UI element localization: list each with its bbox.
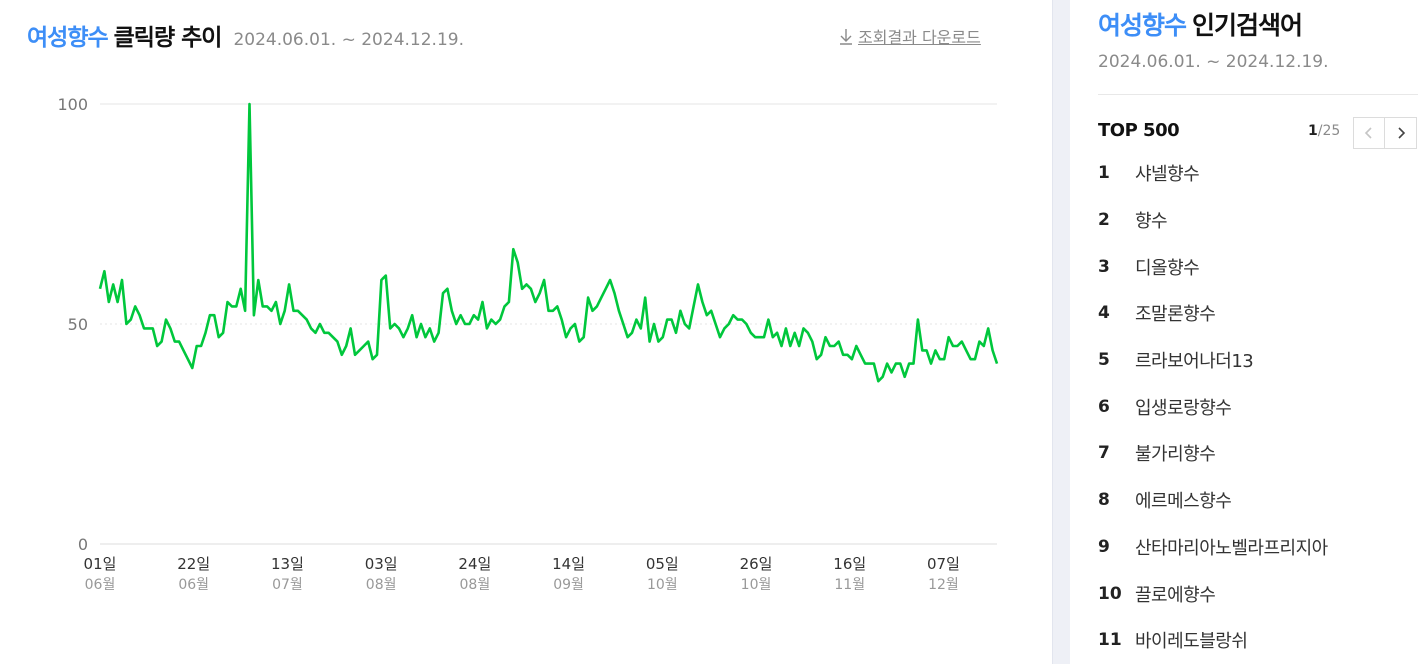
page-indicator: 1/25 [1308,123,1340,139]
chevron-right-icon [1397,127,1405,139]
ranking-item[interactable]: 2 향수 [1098,197,1328,244]
rank-keyword: 산타마리아노벨라프리지아 [1135,537,1328,559]
chart-title: 클릭량 추이 [113,25,223,51]
prev-page-button[interactable] [1353,117,1385,149]
ranking-item[interactable]: 7 불가리향수 [1098,430,1328,477]
x-tick-month: 06월 [178,577,209,593]
rank-number: 4 [1098,303,1110,324]
rank-keyword: 바이레도블랑쉬 [1135,631,1248,653]
ranking-item[interactable]: 3 디올향수 [1098,243,1328,290]
click-trend-line [98,102,999,383]
x-tick-day: 14일 [552,555,585,573]
x-tick-month: 09월 [553,577,584,593]
ranking-item[interactable]: 4 조말론향수 [1098,290,1328,337]
chart-panel: 여성향수 클릭량 추이 2024.06.01. ~ 2024.12.19. 조회… [27,18,999,593]
chevron-left-icon [1364,127,1372,139]
ranking-item[interactable]: 11 바이레도블랑쉬 [1098,617,1328,664]
rank-number: 6 [1098,396,1110,417]
y-tick-label: 100 [57,95,88,114]
x-tick-month: 10월 [741,577,772,593]
ranking-item[interactable]: 9 산타마리아노벨라프리지아 [1098,524,1328,571]
rank-keyword: 르라보어나더13 [1135,351,1254,373]
x-tick-month: 08월 [366,577,397,593]
rank-keyword: 끌로에향수 [1135,584,1216,606]
rank-number: 8 [1098,490,1110,511]
rank-keyword: 디올향수 [1135,257,1200,279]
side-keyword: 여성향수 [1098,11,1187,40]
side-header: 여성향수 인기검색어 2024.06.01. ~ 2024.12.19. [1098,6,1329,72]
rank-keyword: 에르메스향수 [1135,491,1232,513]
x-tick-month: 08월 [460,577,491,593]
top500-label: TOP 500 [1098,120,1180,141]
chart-period: 2024.06.01. ~ 2024.12.19. [233,30,464,50]
popular-keywords-panel: 여성향수 인기검색어 2024.06.01. ~ 2024.12.19. TOP… [1070,0,1427,664]
rank-keyword: 불가리향수 [1135,444,1216,466]
side-period: 2024.06.01. ~ 2024.12.19. [1098,52,1329,72]
side-separator [1098,94,1418,95]
x-tick-month: 07월 [272,577,303,593]
rank-number: 3 [1098,256,1110,277]
ranking-item[interactable]: 8 에르메스향수 [1098,477,1328,524]
x-tick-day: 22일 [177,555,210,573]
ranking-item[interactable]: 10 끌로에향수 [1098,570,1328,617]
rank-number: 9 [1098,536,1110,557]
download-label: 조회결과 다운로드 [858,28,981,47]
panel-divider [1052,0,1070,664]
y-tick-label: 50 [68,315,88,334]
ranking-item[interactable]: 5 르라보어나더13 [1098,337,1328,384]
page-current: 1 [1308,123,1318,139]
rank-keyword: 향수 [1135,211,1168,233]
rank-keyword: 조말론향수 [1135,304,1216,326]
x-tick-day: 16일 [833,555,866,573]
x-tick-day: 01일 [84,555,117,573]
y-tick-label: 0 [78,535,88,554]
ranking-item[interactable]: 1 샤넬향수 [1098,150,1328,197]
rank-number: 2 [1098,210,1110,231]
rank-keyword: 샤넬향수 [1135,164,1200,186]
line-chart: 0 50 100 01일 06월 22일 06월 13일 07월 03일 08월 24일 08월 14일 0… [57,95,999,593]
pagination-buttons [1353,117,1417,149]
rank-number: 5 [1098,350,1110,371]
download-icon [840,29,852,45]
rank-number: 10 [1098,583,1122,604]
download-button[interactable]: 조회결과 다운로드 [838,24,981,48]
x-tick-day: 05일 [646,555,679,573]
x-tick-month: 10월 [647,577,678,593]
x-tick-month: 11월 [834,577,865,593]
x-tick-month: 12월 [928,577,959,593]
chart-keyword: 여성향수 [27,25,109,51]
rank-number: 11 [1098,630,1122,651]
x-tick-day: 07일 [927,555,960,573]
side-title: 인기검색어 [1192,11,1303,40]
rank-keyword: 입생로랑향수 [1135,397,1232,419]
chart-header: 여성향수 클릭량 추이 2024.06.01. ~ 2024.12.19. [27,18,464,52]
next-page-button[interactable] [1385,117,1417,149]
x-tick-day: 03일 [365,555,398,573]
rank-number: 1 [1098,163,1110,184]
ranking-item[interactable]: 6 입생로랑향수 [1098,383,1328,430]
x-tick-day: 26일 [740,555,773,573]
rank-number: 7 [1098,443,1110,464]
x-tick-month: 06월 [85,577,116,593]
x-tick-day: 24일 [458,555,491,573]
page-total: /25 [1317,123,1341,139]
ranking-list: 1 샤넬향수 2 향수 3 디올향수 4 조말론향수 5 르라보어나더13 6 입생로랑향수 7 불가리향… [1098,150,1328,664]
x-tick-day: 13일 [271,555,304,573]
